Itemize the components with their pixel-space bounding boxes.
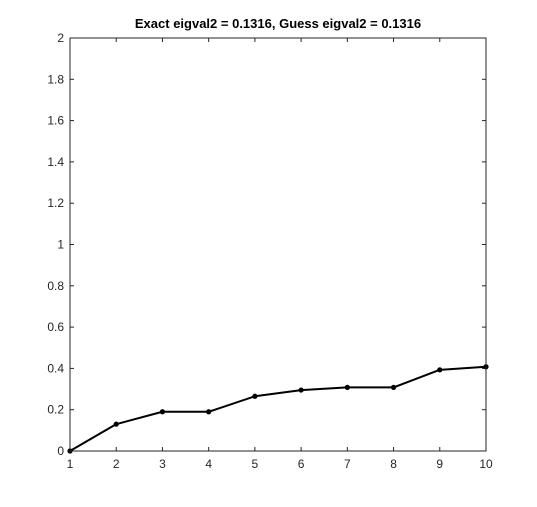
x-tick-label: 10 <box>479 457 493 471</box>
ticks-layer: 1 2 3 4 5 6 7 8 9 10 0 0.2 0.4 0.6 0.8 1 1.2 1.4 1.6 1.8 2 <box>47 31 493 471</box>
x-tick-label: 9 <box>436 457 443 471</box>
data-point <box>344 384 350 390</box>
series-layer <box>67 364 489 454</box>
y-tick-label: 0 <box>57 444 64 458</box>
x-tick-label: 7 <box>344 457 351 471</box>
y-tick-label: 0.8 <box>47 279 64 293</box>
axes-box <box>69 37 487 452</box>
y-tick-label: 1.4 <box>47 155 64 169</box>
data-point <box>159 409 166 415</box>
plot-area <box>70 38 486 451</box>
y-tick-label: 0.4 <box>47 361 64 375</box>
data-point <box>252 393 258 399</box>
x-tick-label: 3 <box>159 457 166 471</box>
data-point <box>298 387 304 393</box>
y-tick-label: 0.2 <box>47 403 64 417</box>
y-tick-label: 1.2 <box>47 196 64 210</box>
x-tick-label: 4 <box>205 457 212 471</box>
x-tick-label: 1 <box>67 457 74 471</box>
y-tick-label: 1.8 <box>47 72 64 86</box>
x-tick-label: 5 <box>252 457 259 471</box>
y-tick-label: 1 <box>57 238 64 252</box>
y-tick-label: 1.6 <box>47 114 64 128</box>
data-point <box>390 384 397 390</box>
x-tick-label: 8 <box>390 457 397 471</box>
data-point <box>113 421 119 427</box>
data-point <box>437 367 443 373</box>
chart-title: Exact eigval2 = 0.1316, Guess eigval2 = … <box>135 16 421 31</box>
y-tick-label: 2 <box>57 31 64 45</box>
x-tick-label: 6 <box>298 457 305 471</box>
data-point <box>206 409 212 415</box>
y-tick-label: 0.6 <box>47 320 64 334</box>
series-line <box>69 365 487 452</box>
x-tick-label: 2 <box>113 457 120 471</box>
